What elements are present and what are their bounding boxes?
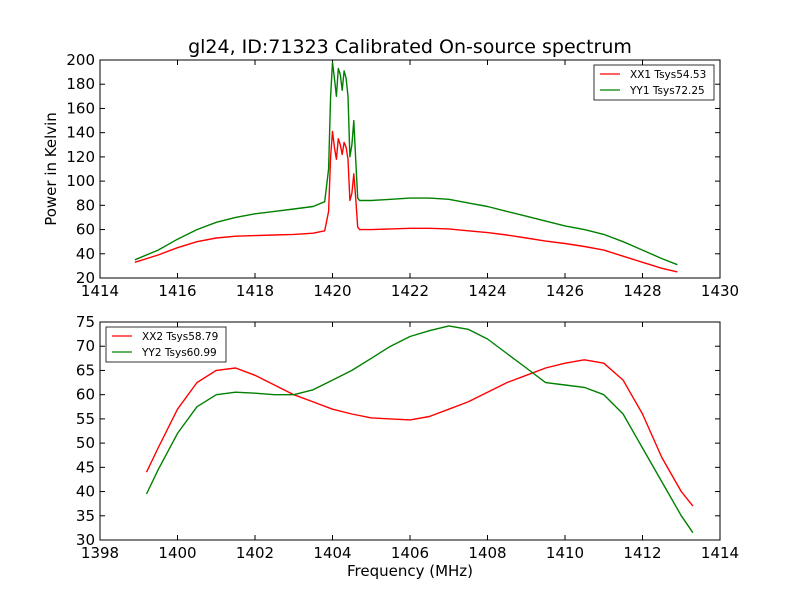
- chart-2-legend: XX2 Tsys58.79 YY2 Tsys60.99: [105, 326, 227, 363]
- chart-2-ytick-label: 50: [76, 434, 95, 452]
- chart-1-series-2-line: [134, 61, 678, 266]
- chart-2-axes-frame: [99, 321, 721, 541]
- chart-2-xtick-label: 1398: [81, 544, 119, 562]
- chart-1-ytick-label: 140: [66, 124, 95, 142]
- chart-1-xtick-label: 1426: [546, 282, 584, 300]
- chart-1-xtick-label: 1424: [468, 282, 506, 300]
- chart-1-ticks: 1414 1416 1418 1420 1422 1424 1426 1428 1430 20 40…: [66, 51, 739, 300]
- chart-1-series-1-line: [134, 130, 678, 273]
- chart-2-series-1-line: [145, 359, 694, 507]
- chart-2-ytick-label: 30: [76, 531, 95, 549]
- chart-2-xtick-label: 1402: [236, 544, 274, 562]
- chart-1-ytick-label: 60: [76, 221, 95, 239]
- chart-1-ytick-label: 160: [66, 99, 95, 117]
- chart-1-xtick-label: 1416: [158, 282, 196, 300]
- chart-2-ytick-label: 70: [76, 337, 95, 355]
- chart-2-xtick-label: 1404: [313, 544, 351, 562]
- chart-2-legend-label-2: YY2 Tsys60.99: [141, 347, 217, 359]
- chart-2-legend-box: [105, 326, 227, 363]
- chart-1-ytick-label: 200: [66, 51, 95, 69]
- chart-1-ytick-label: 20: [76, 269, 95, 287]
- chart-1-xtick-label: 1428: [623, 282, 661, 300]
- chart-2-series-2-line: [145, 325, 694, 534]
- chart-1-ytick-label: 180: [66, 75, 95, 93]
- chart-2-xtick-label: 1400: [158, 544, 196, 562]
- chart-2-ytick-label: 65: [76, 361, 95, 379]
- chart-1-ylabel: Power in Kelvin: [42, 112, 60, 226]
- chart-2-xtick-label: 1406: [391, 544, 429, 562]
- chart-1-title: gl24, ID:71323 Calibrated On-source spec…: [188, 36, 632, 58]
- chart-2-xtick-label: 1412: [623, 544, 661, 562]
- chart-2-ytick-label: 35: [76, 507, 95, 525]
- chart-2: Frequency (MHz) 1398 1400 1402 1404 1406 1408…: [76, 313, 739, 580]
- chart-2-series: [145, 325, 694, 534]
- chart-1-legend-label-1: XX1 Tsys54.53: [630, 69, 706, 81]
- chart-2-xtick-label: 1410: [546, 544, 584, 562]
- chart-1-ytick-label: 80: [76, 196, 95, 214]
- chart-2-legend-label-1: XX2 Tsys58.79: [142, 331, 218, 343]
- chart-1-ytick-label: 120: [66, 148, 95, 166]
- chart-1-legend: XX1 Tsys54.53 YY1 Tsys72.25: [593, 64, 715, 101]
- chart-1-legend-box: [593, 64, 715, 101]
- chart-1-xtick-label: 1414: [81, 282, 119, 300]
- chart-1-xtick-label: 1422: [391, 282, 429, 300]
- chart-1-xtick-label: 1430: [701, 282, 739, 300]
- chart-1-ytick-label: 100: [66, 172, 95, 190]
- chart-2-xtick-label: 1414: [701, 544, 739, 562]
- chart-1-ytick-label: 40: [76, 245, 95, 263]
- chart-2-ytick-label: 75: [76, 313, 95, 331]
- chart-2-xtick-label: 1408: [468, 544, 506, 562]
- chart-2-ticks: 1398 1400 1402 1404 1406 1408 1410 1412 1414 30 35…: [76, 313, 739, 562]
- chart-2-ytick-label: 45: [76, 458, 95, 476]
- chart-2-ytick-label: 55: [76, 410, 95, 428]
- chart-1-axes-frame: [99, 59, 721, 279]
- chart-2-ytick-label: 40: [76, 483, 95, 501]
- chart-1-xtick-label: 1418: [236, 282, 274, 300]
- chart-1-legend-label-2: YY1 Tsys72.25: [629, 85, 705, 97]
- chart-2-xlabel: Frequency (MHz): [347, 562, 473, 580]
- chart-1-xtick-label: 1420: [313, 282, 351, 300]
- chart-1: gl24, ID:71323 Calibrated On-source spec…: [42, 36, 739, 300]
- chart-2-ytick-label: 60: [76, 386, 95, 404]
- chart-1-series: [134, 61, 678, 273]
